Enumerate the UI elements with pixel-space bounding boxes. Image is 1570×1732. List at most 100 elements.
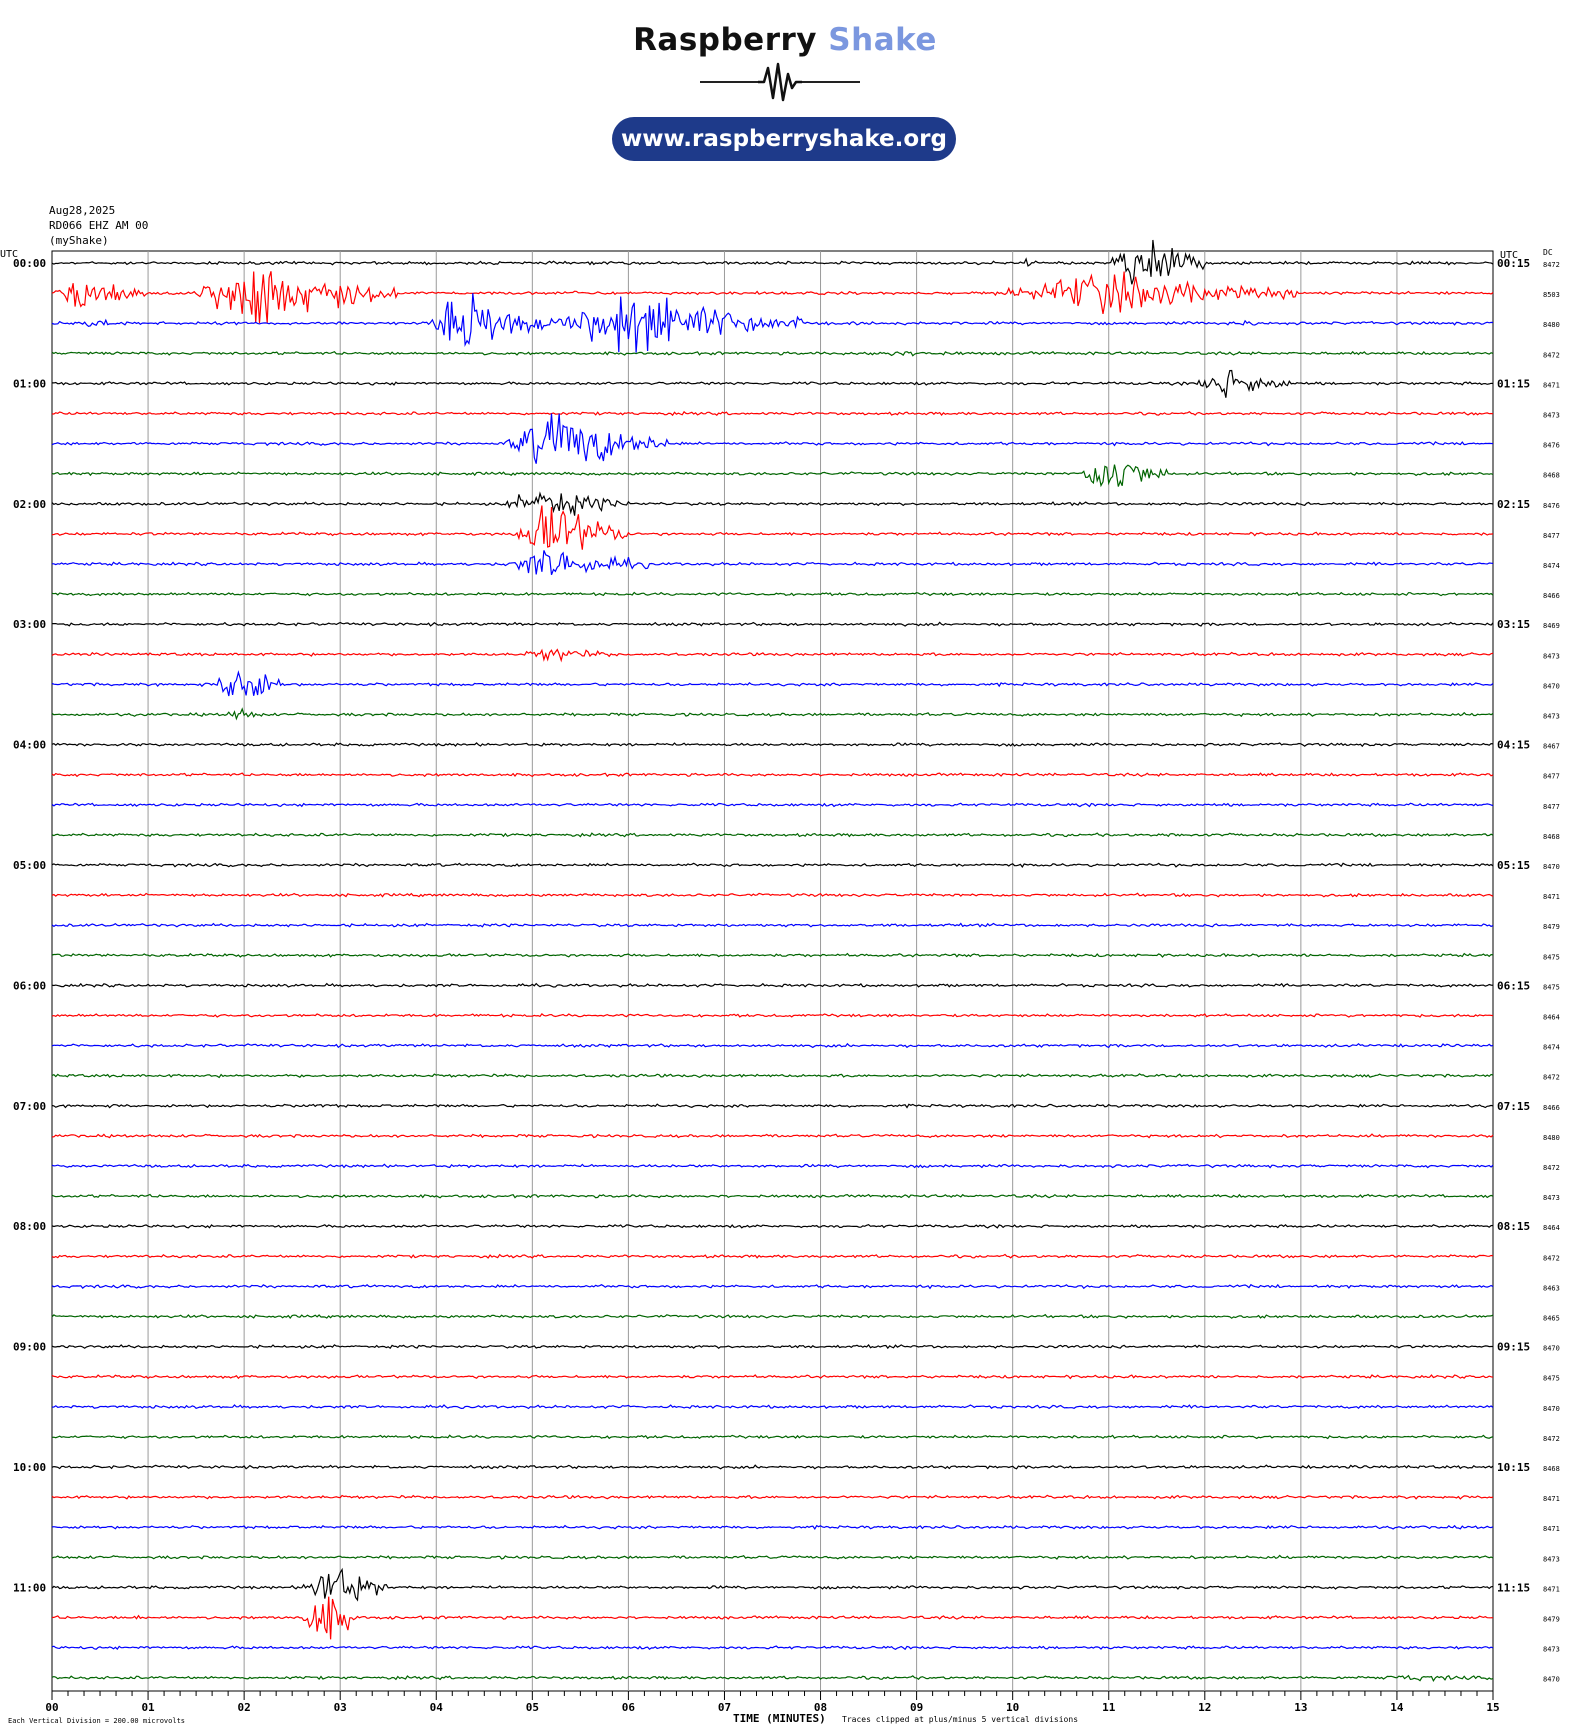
- x-tick-label: 05: [526, 1701, 539, 1714]
- left-time-label: 01:00: [13, 377, 46, 390]
- seismogram-wave-icon: [700, 62, 860, 102]
- trace-row-25: [51, 1013, 1494, 1018]
- right-time-label: 08:15: [1497, 1220, 1530, 1233]
- left-time-labels: 00:00 01:00 02:00 03:00 04:00 05:00 06:00 07:00…: [13, 257, 46, 1594]
- trace-row-22: [51, 922, 1494, 928]
- right-time-label: 09:15: [1497, 1341, 1530, 1354]
- left-time-label: 02:00: [13, 498, 46, 511]
- right-time-label: 05:15: [1497, 859, 1530, 872]
- dc-offset-label: 8476: [1543, 442, 1560, 450]
- dc-offset-label: 8503: [1543, 291, 1560, 299]
- dc-offset-label: 8472: [1543, 1254, 1560, 1262]
- logo-name-part2: Shake: [828, 22, 937, 58]
- dc-offset-label: 8475: [1543, 983, 1560, 991]
- trace-row-30: [51, 1163, 1494, 1169]
- dc-offset-label: 8469: [1543, 622, 1560, 630]
- x-tick-label: 00: [45, 1701, 58, 1714]
- dc-offset-label: 8473: [1543, 713, 1560, 721]
- left-time-label: 08:00: [13, 1220, 46, 1233]
- right-time-label: 02:15: [1497, 498, 1530, 511]
- dc-offset-label: 8477: [1543, 532, 1560, 540]
- dc-offset-label: 8476: [1543, 502, 1560, 510]
- trace-row-6: [51, 413, 1494, 464]
- trace-row-13: [51, 648, 1494, 663]
- trace-row-3: [51, 350, 1494, 357]
- trace-row-37: [51, 1374, 1494, 1380]
- trace-row-24: [51, 982, 1494, 988]
- trace-row-40: [51, 1464, 1494, 1470]
- dc-offset-labels: 8472 8503 8480 8472 8471 8473 8476 8468 8476 8477…: [1543, 261, 1560, 1684]
- trace-row-21: [51, 892, 1494, 898]
- x-tick-label: 14: [1390, 1701, 1404, 1714]
- dc-offset-label: 8473: [1543, 1555, 1560, 1563]
- trace-row-17: [51, 772, 1494, 778]
- x-tick-label: 09: [910, 1701, 923, 1714]
- logo-name-part1: Raspberry: [633, 22, 817, 58]
- left-time-label: 03:00: [13, 618, 46, 631]
- x-axis: 00 01 02 03 04 05 06 07 08 09 10 11 12 13 14 15: [45, 1691, 1500, 1714]
- dc-offset-label: 8474: [1543, 1044, 1560, 1052]
- trace-row-9: [51, 505, 1494, 550]
- left-time-label: 00:00: [13, 257, 46, 270]
- right-time-labels: 00:15 01:15 02:15 03:15 04:15 05:15 06:15 07:15…: [1497, 257, 1530, 1594]
- utc-label-right: UTC: [1500, 250, 1518, 261]
- x-tick-label: 10: [1006, 1701, 1019, 1714]
- right-time-label: 01:15: [1497, 377, 1530, 390]
- right-time-label: 04:15: [1497, 739, 1530, 752]
- trace-row-14: [51, 670, 1494, 697]
- header-date: Aug28,2025: [49, 204, 115, 217]
- raspberry-shake-logo: Raspberry Shake www.raspberryshake.org: [0, 0, 1570, 170]
- right-time-label: 03:15: [1497, 618, 1530, 631]
- trace-row-35: [51, 1313, 1494, 1319]
- dc-offset-label: 8477: [1543, 803, 1560, 811]
- dc-offset-label: 8468: [1543, 1465, 1560, 1473]
- dc-offset-label: 8467: [1543, 743, 1560, 751]
- trace-row-36: [51, 1343, 1493, 1350]
- left-time-label: 05:00: [13, 859, 46, 872]
- trace-row-11: [51, 591, 1494, 597]
- dc-offset-label: 8480: [1543, 1134, 1560, 1142]
- website-url-pill[interactable]: www.raspberryshake.org: [612, 117, 956, 161]
- trace-row-41: [51, 1494, 1494, 1500]
- trace-row-27: [51, 1073, 1494, 1079]
- dc-offset-label: 8471: [1543, 381, 1560, 389]
- trace-row-47: [51, 1674, 1494, 1683]
- trace-row-28: [51, 1103, 1494, 1109]
- trace-row-10: [52, 550, 1494, 576]
- dc-offset-label: 8468: [1543, 472, 1560, 480]
- dc-offset-label: 8479: [1543, 923, 1560, 931]
- left-time-label: 06:00: [13, 979, 46, 992]
- dc-offset-label: 8471: [1543, 1495, 1560, 1503]
- x-tick-label: 01: [141, 1701, 155, 1714]
- trace-row-16: [51, 742, 1494, 748]
- trace-row-18: [51, 802, 1494, 808]
- clip-note: Traces clipped at plus/minus 5 vertical …: [842, 1715, 1078, 1724]
- trace-row-43: [51, 1554, 1494, 1560]
- dc-offset-label: 8473: [1543, 1194, 1560, 1202]
- trace-row-34: [51, 1283, 1494, 1290]
- dc-offset-label: 8472: [1543, 261, 1560, 269]
- dc-offset-label: 8472: [1543, 1164, 1560, 1172]
- trace-row-7: [51, 464, 1494, 488]
- dc-offset-label: 8472: [1543, 1074, 1560, 1082]
- dc-offset-label: 8473: [1543, 1646, 1560, 1654]
- dc-offset-label: 8475: [1543, 1375, 1560, 1383]
- x-tick-label: 08: [814, 1701, 827, 1714]
- utc-label-left: UTC: [0, 249, 18, 260]
- dc-label: DC: [1543, 248, 1553, 257]
- dc-offset-label: 8464: [1543, 1014, 1560, 1022]
- dc-offset-label: 8475: [1543, 953, 1560, 961]
- trace-row-26: [51, 1042, 1494, 1049]
- x-tick-label: 07: [718, 1701, 731, 1714]
- dc-offset-label: 8463: [1543, 1284, 1560, 1292]
- dc-offset-label: 8471: [1543, 1585, 1560, 1593]
- trace-row-19: [51, 832, 1494, 838]
- trace-row-1: [51, 271, 1494, 324]
- right-time-label: 07:15: [1497, 1100, 1530, 1113]
- left-time-label: 09:00: [13, 1341, 46, 1354]
- minute-gridlines: [147, 251, 1398, 1691]
- trace-row-38: [51, 1404, 1494, 1410]
- dc-offset-label: 8466: [1543, 1104, 1560, 1112]
- trace-row-8: [51, 491, 1494, 516]
